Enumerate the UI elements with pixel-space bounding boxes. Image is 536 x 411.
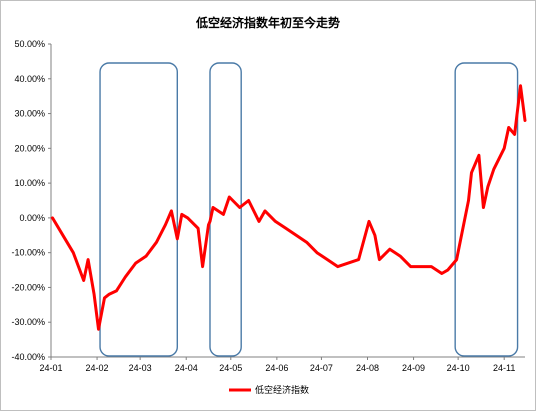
x-tick-label: 24-04 [175,363,198,373]
highlight-window [209,62,242,357]
x-tick-label: 24-02 [86,363,109,373]
x-tick-label: 24-03 [129,363,152,373]
chart-title: 低空经济指数年初至今走势 [195,16,340,30]
y-tick-label: 10.00% [14,178,45,188]
x-tick-label: 24-05 [219,363,242,373]
y-tick-label: -10.00% [11,248,45,258]
x-tick-label: 24-10 [447,363,470,373]
x-tick-label: 24-06 [265,363,288,373]
y-tick-label: 30.00% [14,109,45,119]
y-tick-label: -20.00% [11,282,45,292]
y-tick-label: -30.00% [11,317,45,327]
highlight-window [454,62,519,357]
y-tick-label: 50.00% [14,39,45,49]
x-tick-label: 24-11 [493,363,515,373]
x-tick-label: 24-08 [356,363,379,373]
y-tick-label: -40.00% [11,352,45,362]
y-tick-label: 20.00% [14,143,45,153]
x-tick-label: 24-01 [39,363,62,373]
series-line-index [51,84,527,331]
y-tick-label: 0.00% [19,213,45,223]
y-tick-label: 40.00% [14,74,45,84]
highlight-window [99,62,179,357]
legend-label: 低空经济指数 [255,384,309,395]
x-tick-label: 24-07 [310,363,333,373]
x-tick-label: 24-09 [402,363,425,373]
